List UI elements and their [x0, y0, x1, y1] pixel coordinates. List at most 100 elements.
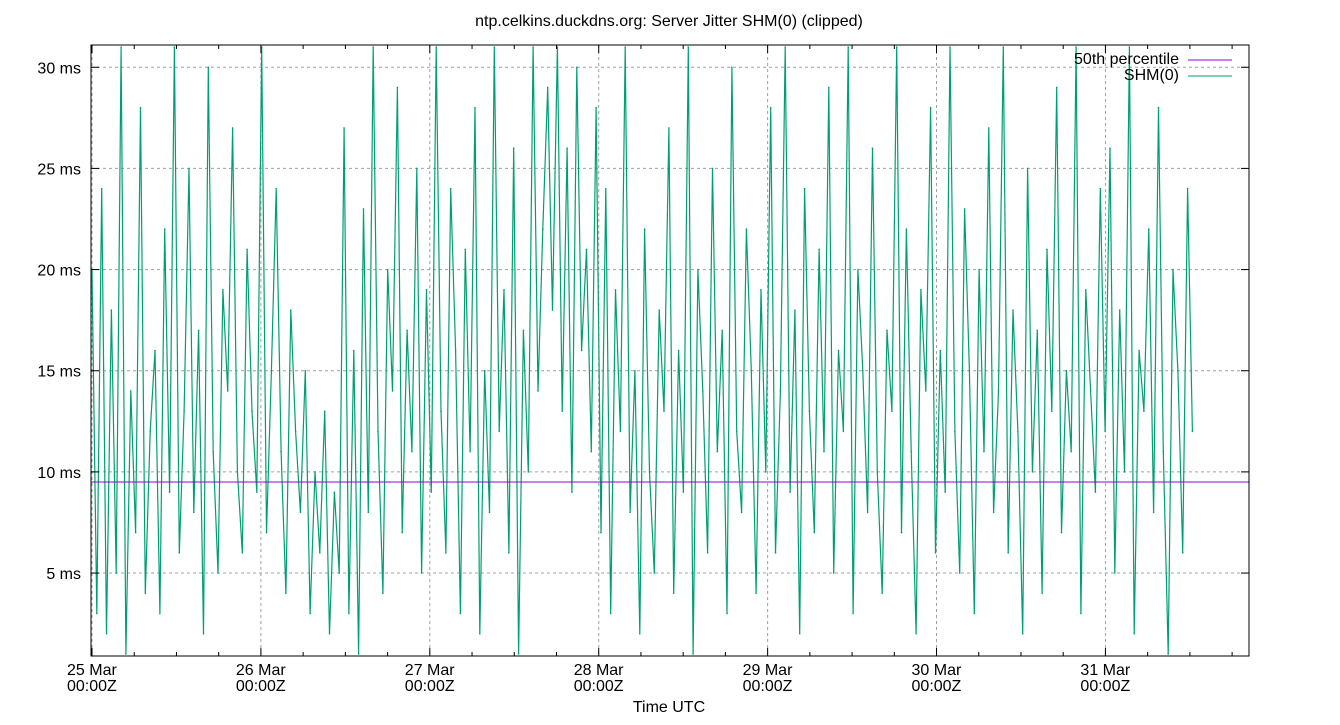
- shm0-data-point: [1002, 46, 1005, 48]
- shm0-data-point: [847, 46, 850, 48]
- shm0-data-point: [144, 592, 147, 595]
- shm0-data-point: [333, 491, 336, 493]
- shm0-data-point: [949, 46, 951, 48]
- shm0-data-point: [100, 187, 103, 190]
- shm0-data-point: [983, 450, 985, 453]
- shm0-data-point: [420, 572, 423, 574]
- shm0-data-point: [881, 592, 883, 595]
- shm0-data-point: [619, 430, 622, 433]
- shm0-data-point: [1133, 632, 1136, 635]
- shm0-data-point: [1065, 369, 1068, 372]
- shm0-data-point: [154, 349, 156, 352]
- shm0-data-point: [1070, 450, 1073, 453]
- y-tick-label: 30 ms: [37, 60, 81, 77]
- shm0-data-point: [672, 592, 675, 595]
- shm0-data-point: [900, 531, 903, 534]
- shm0-data-point: [1128, 46, 1131, 48]
- shm0-data-point: [115, 572, 118, 574]
- shm0-data-point: [760, 289, 762, 291]
- shm0-data-point: [396, 86, 399, 89]
- shm0-data-point: [958, 572, 961, 574]
- shm0-data-point: [624, 46, 627, 48]
- shm0-data-point: [110, 309, 113, 311]
- shm0-data-point: [362, 208, 365, 210]
- shm0-data-point: [401, 531, 404, 534]
- shm0-data-point: [319, 552, 321, 554]
- shm0-data-point: [1157, 106, 1160, 109]
- shm0-data-point: [638, 632, 641, 635]
- shm0-data-point: [963, 208, 966, 210]
- shm0-data-point: [566, 147, 568, 149]
- shm0-data-point: [178, 552, 181, 554]
- shm0-data-point: [794, 309, 796, 311]
- shm0-data-point: [920, 289, 922, 291]
- shm0-data-point: [828, 86, 830, 89]
- shm0-data-point: [265, 531, 268, 534]
- shm0-data-point: [1055, 86, 1058, 89]
- shm0-data-point: [813, 531, 816, 534]
- shm0-data-point: [343, 127, 345, 129]
- shm0-data-point: [1186, 187, 1189, 190]
- shm0-data-point: [697, 268, 699, 271]
- x-tick-label-time: 00:00Z: [912, 678, 962, 695]
- shm0-data-point: [386, 268, 389, 271]
- shm0-data-point: [600, 531, 602, 534]
- shm0-data-point: [784, 46, 787, 48]
- shm0-data-point: [580, 349, 583, 352]
- shm0-data-point: [1012, 309, 1014, 311]
- x-tick-label-time: 00:00Z: [236, 678, 286, 695]
- shm0-data-point: [551, 309, 554, 311]
- shm0-data-point: [459, 612, 462, 615]
- shm0-data-point: [251, 410, 253, 412]
- shm0-data-point: [367, 511, 370, 514]
- shm0-data-point: [415, 167, 418, 170]
- shm0-data-point: [818, 248, 820, 251]
- x-tick-label-date: 26 Mar: [236, 662, 286, 679]
- y-tick-label: 5 ms: [46, 566, 81, 583]
- x-tick-label-time: 00:00Z: [1080, 678, 1130, 695]
- shm0-data-point: [149, 430, 151, 433]
- shm0-data-point: [517, 653, 520, 655]
- shm0-data-point: [96, 612, 98, 615]
- shm0-data-point: [1007, 552, 1009, 554]
- shm0-data-point: [537, 390, 539, 392]
- x-tick-label-date: 31 Mar: [1080, 662, 1130, 679]
- shm0-data-point: [910, 450, 913, 453]
- shm0-data-point: [682, 491, 685, 493]
- shm0-data-point: [929, 106, 932, 109]
- shm0-data-point: [648, 471, 651, 473]
- shm0-data-point: [1177, 369, 1179, 372]
- shm0-data-point: [716, 450, 719, 453]
- shm0-data-point: [677, 349, 680, 352]
- x-tick-label-date: 27 Mar: [405, 662, 455, 679]
- shm0-data-point: [256, 491, 258, 493]
- shm0-data-point: [527, 471, 530, 473]
- shm0-data-point: [357, 653, 360, 655]
- shm0-data-point: [435, 46, 437, 48]
- shm0-data-point: [411, 450, 413, 453]
- shm0-data-point: [105, 632, 108, 635]
- shm0-data-point: [183, 410, 185, 412]
- shm0-data-point: [852, 612, 854, 615]
- shm0-data-point: [837, 349, 840, 352]
- shm0-data-point: [634, 369, 636, 372]
- shm0-data-point: [1162, 450, 1165, 453]
- shm0-data-point: [605, 187, 607, 190]
- shm0-data-point: [474, 106, 476, 109]
- shm0-data-point: [483, 369, 486, 372]
- shm0-data-point: [445, 552, 447, 554]
- shm0-data-point: [808, 410, 811, 412]
- shm0-data-point: [992, 511, 995, 514]
- shm0-data-point: [532, 46, 534, 48]
- shm0-data-point: [789, 491, 791, 493]
- shm0-data-point: [546, 86, 549, 89]
- shm0-data-point: [726, 612, 728, 615]
- shm0-data-point: [430, 491, 433, 493]
- shm0-data-point: [236, 471, 239, 473]
- shm0-data-point: [503, 289, 505, 291]
- shm0-data-point: [988, 127, 990, 129]
- shm0-data-point: [1089, 390, 1092, 392]
- shm0-data-point: [779, 390, 782, 392]
- shm0-data-point: [765, 471, 767, 473]
- shm0-data-point: [609, 612, 612, 615]
